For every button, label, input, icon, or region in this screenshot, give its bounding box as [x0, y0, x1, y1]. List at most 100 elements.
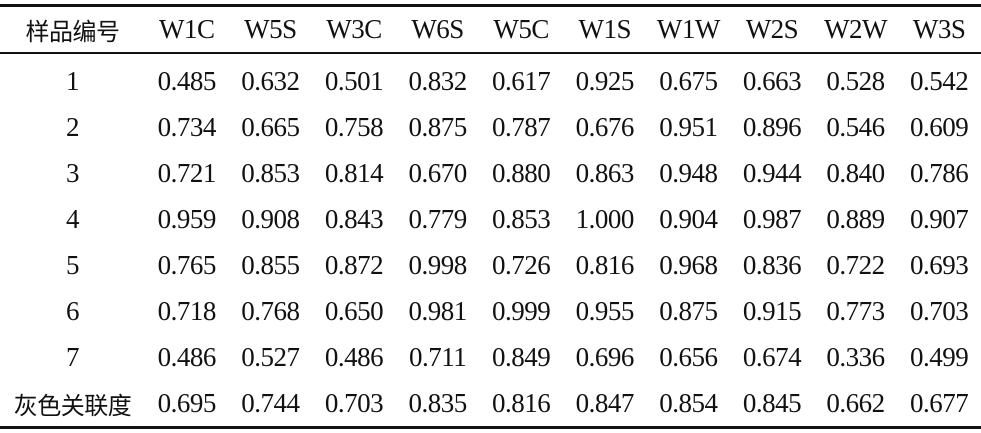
column-header-sample-id: 样品编号 [25, 18, 121, 46]
table-cell: 0.968 [659, 249, 718, 280]
header-row: 样品编号 W1C W5S W3C W6S W5C W1S W1W W2S W2W… [0, 7, 981, 52]
table-cell: 0.816 [492, 387, 551, 418]
table-cell: 0.835 [408, 387, 467, 418]
table-cell: 0.955 [575, 295, 635, 326]
table-cell: 0.662 [826, 387, 885, 418]
table-cell: 0.875 [408, 111, 467, 142]
table-cell: 0.670 [408, 157, 467, 188]
table-cell: 0.853 [241, 157, 300, 188]
table-cell: 0.959 [157, 203, 217, 234]
table-cell: 0.843 [324, 203, 384, 234]
table-cell: 0.863 [575, 157, 635, 188]
table-cell: 0.336 [826, 341, 885, 372]
table-cell: 0.696 [575, 341, 635, 372]
table-cell: 0.711 [408, 341, 467, 372]
table-header-rule [0, 52, 981, 54]
table-cell: 0.546 [826, 111, 885, 142]
data-table-wrapper: 样品编号 W1C W5S W3C W6S W5C W1S W1W W2S W2W… [0, 4, 981, 429]
grey-relational-table: 样品编号 W1C W5S W3C W6S W5C W1S W1W W2S W2W… [0, 7, 981, 52]
table-row: 1 0.485 0.632 0.501 0.832 0.617 0.925 0.675 0.66… [0, 54, 981, 104]
table-cell: 0.872 [324, 249, 384, 280]
table-cell: 0.787 [492, 111, 551, 142]
column-header: W3S [912, 14, 966, 44]
table-cell: 0.875 [659, 295, 718, 326]
table-cell: 0.485 [157, 65, 217, 96]
table-cell: 0.987 [742, 203, 802, 234]
column-header: W1W [656, 14, 720, 44]
table-cell: 0.528 [826, 65, 885, 96]
table-row: 5 0.765 0.855 0.872 0.998 0.726 0.816 0.968 0.83… [0, 242, 981, 288]
table-cell: 0.703 [910, 295, 969, 326]
table-row: 7 0.486 0.527 0.486 0.711 0.849 0.696 0.656 0.67… [0, 334, 981, 380]
table-cell: 0.889 [826, 203, 885, 234]
table-cell: 0.951 [659, 111, 718, 142]
table-cell: 0.981 [408, 295, 467, 326]
table-cell: 0.695 [157, 387, 217, 418]
column-header: W2W [824, 14, 888, 44]
table-cell: 0.768 [241, 295, 300, 326]
table-cell: 0.703 [324, 387, 384, 418]
column-header: W5S [244, 14, 297, 44]
table-cell: 0.925 [575, 65, 635, 96]
table-cell: 0.816 [575, 249, 635, 280]
table-cell: 0.853 [492, 203, 551, 234]
table-cell: 0.486 [157, 341, 217, 372]
table-cell: 0.904 [659, 203, 718, 234]
sample-id-cell: 7 [66, 341, 80, 372]
sample-id-cell: 4 [66, 203, 80, 234]
table-cell: 0.734 [157, 111, 217, 142]
table-cell: 0.845 [742, 387, 802, 418]
column-header: W1C [159, 14, 215, 44]
table-cell: 0.527 [241, 341, 300, 372]
table-cell: 0.650 [324, 295, 384, 326]
table-row: 6 0.718 0.768 0.650 0.981 0.999 0.955 0.875 0.91… [0, 288, 981, 334]
table-cell: 0.677 [910, 387, 969, 418]
table-cell: 0.908 [241, 203, 300, 234]
table-cell: 0.656 [659, 341, 718, 372]
table-cell: 1.000 [575, 203, 635, 234]
table-cell: 0.542 [910, 65, 969, 96]
summary-row: 灰色关联度 0.695 0.744 0.703 0.835 0.816 0.847 0.854… [0, 380, 981, 426]
table-cell: 0.718 [157, 295, 217, 326]
table-cell: 0.896 [742, 111, 802, 142]
table-cell: 0.773 [826, 295, 885, 326]
table-cell: 0.617 [492, 65, 551, 96]
table-body: 1 0.485 0.632 0.501 0.832 0.617 0.925 0.675 0.66… [0, 54, 981, 426]
sample-id-cell: 2 [66, 111, 80, 142]
table-bottom-rule [0, 426, 981, 429]
table-cell: 0.722 [826, 249, 885, 280]
table-cell: 0.814 [324, 157, 384, 188]
table-cell: 0.944 [742, 157, 802, 188]
table-cell: 0.836 [742, 249, 802, 280]
table-cell: 0.609 [910, 111, 969, 142]
table-cell: 0.486 [324, 341, 384, 372]
table-cell: 0.758 [324, 111, 384, 142]
table-cell: 0.999 [492, 295, 551, 326]
table-cell: 0.854 [659, 387, 718, 418]
sample-id-cell: 3 [66, 157, 80, 188]
table-row: 3 0.721 0.853 0.814 0.670 0.880 0.863 0.948 0.94… [0, 150, 981, 196]
table-cell: 0.779 [408, 203, 467, 234]
table-cell: 0.676 [575, 111, 635, 142]
column-header: W5C [493, 14, 549, 44]
table-header: 样品编号 W1C W5S W3C W6S W5C W1S W1W W2S W2W… [0, 7, 981, 52]
grey-relational-table-body: 1 0.485 0.632 0.501 0.832 0.617 0.925 0.675 0.66… [0, 54, 981, 426]
column-header: W1S [578, 14, 632, 44]
row-label: 灰色关联度 [13, 391, 132, 420]
table-cell: 0.499 [910, 341, 969, 372]
sample-id-cell: 1 [66, 65, 80, 96]
table-cell: 0.998 [408, 249, 467, 280]
table-cell: 0.721 [157, 157, 217, 188]
table-cell: 0.765 [157, 249, 217, 280]
table-cell: 0.663 [742, 65, 802, 96]
table-cell: 0.632 [241, 65, 300, 96]
column-header: W3C [326, 14, 382, 44]
table-cell: 0.907 [910, 203, 969, 234]
table-cell: 0.744 [241, 387, 300, 418]
table-cell: 0.840 [826, 157, 885, 188]
table-cell: 0.855 [241, 249, 300, 280]
table-cell: 0.675 [659, 65, 718, 96]
column-header: W2S [745, 14, 799, 44]
table-cell: 0.948 [659, 157, 718, 188]
table-cell: 0.693 [910, 249, 969, 280]
